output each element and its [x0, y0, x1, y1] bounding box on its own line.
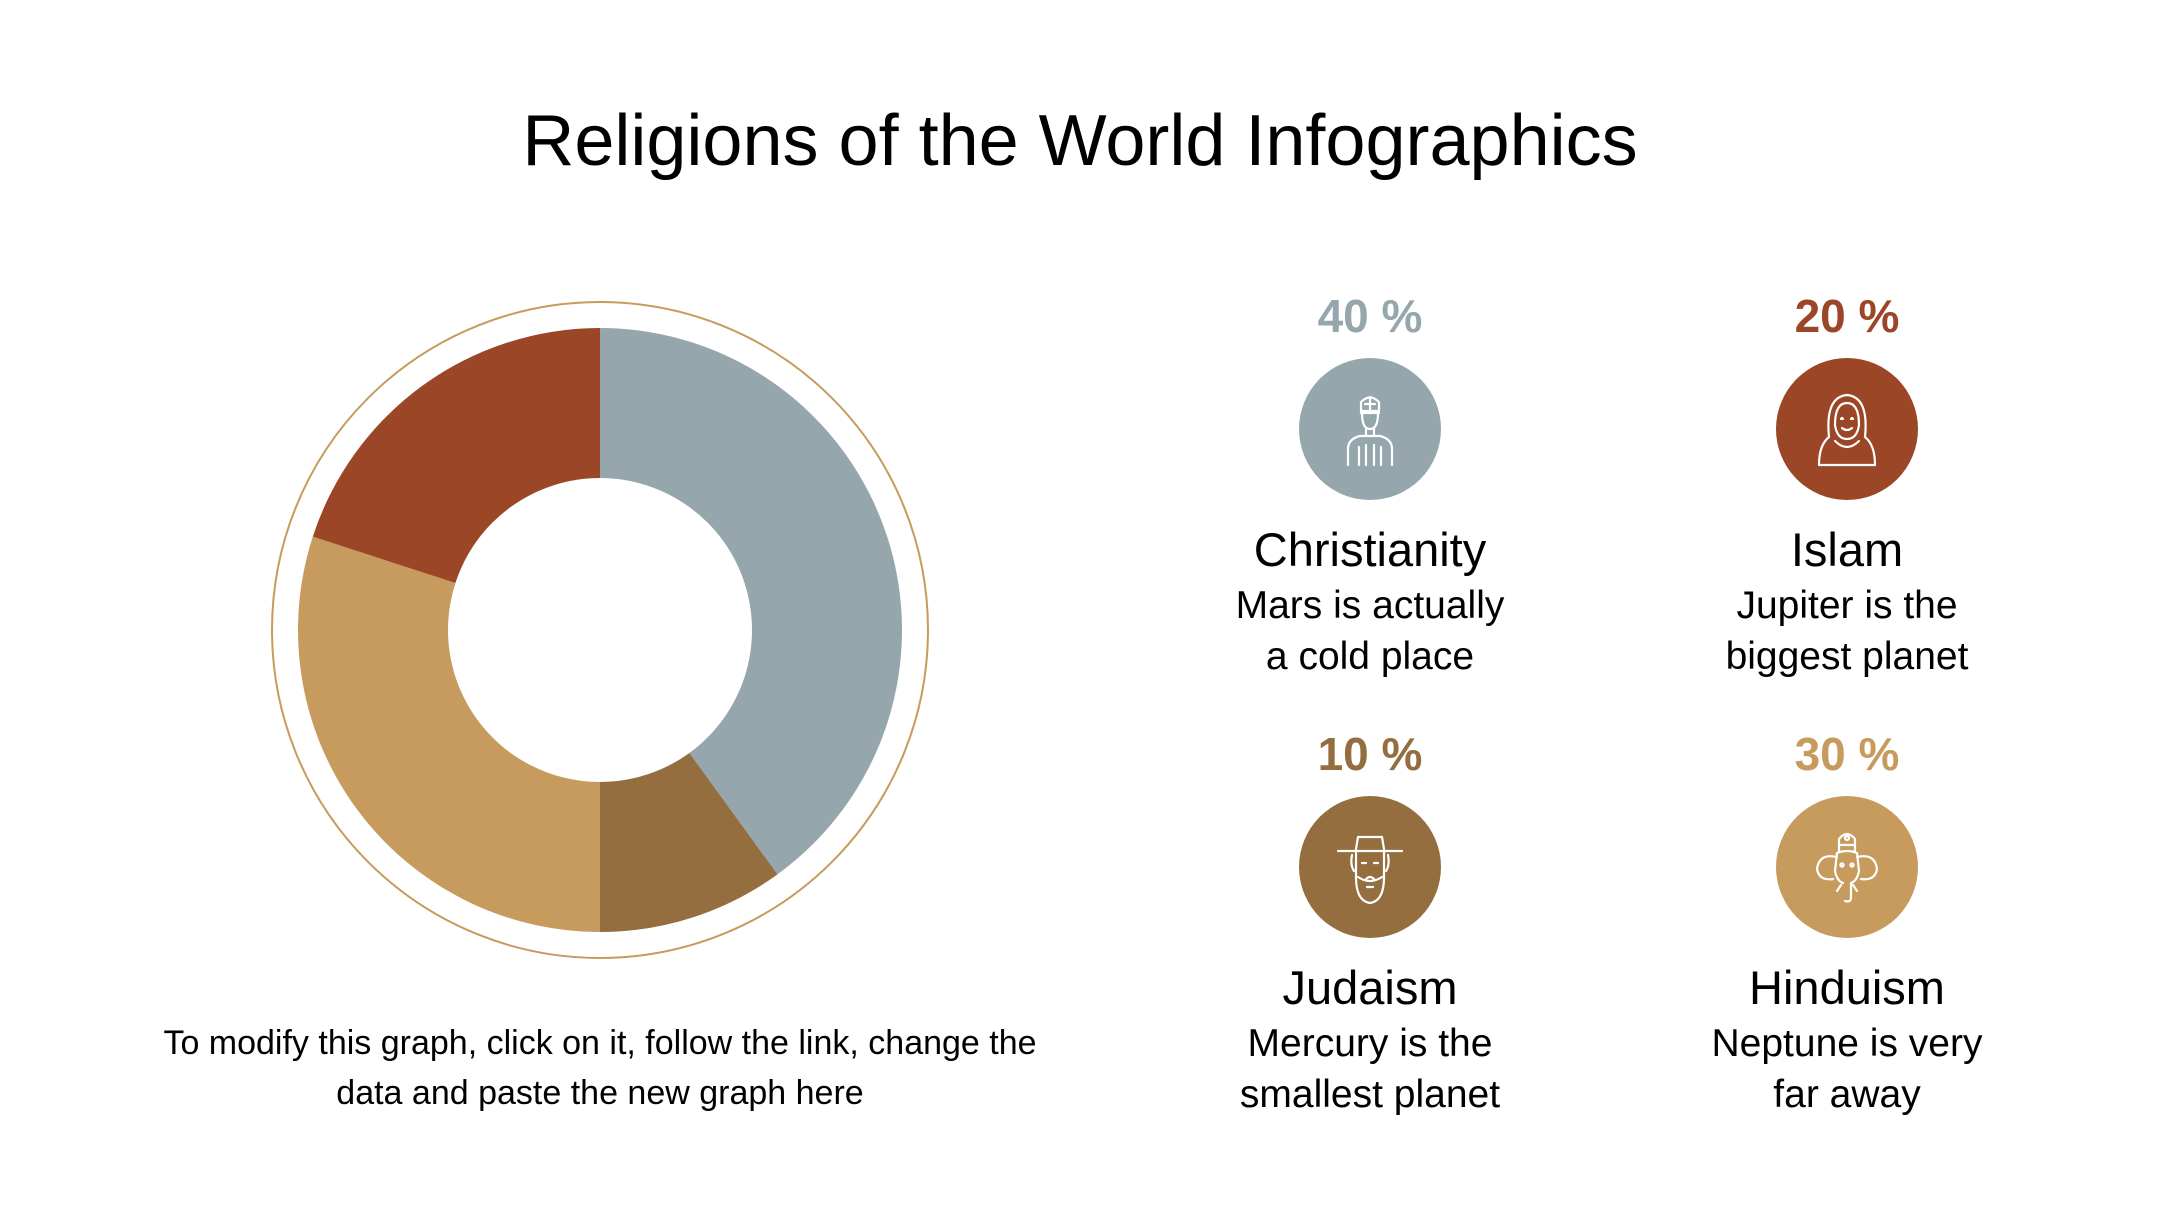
desc-line-2: a cold place — [1265, 635, 1475, 678]
percent-label-islam: 20 % — [1794, 290, 1900, 342]
percent-label-hinduism: 30 % — [1794, 728, 1900, 780]
donut-slice-judaism[interactable] — [600, 752, 778, 932]
religion-name-islam: Islam — [1790, 523, 1904, 576]
chart-caption-line-1: To modify this graph, click on it, follo… — [163, 1024, 1037, 1062]
donut-chart[interactable] — [260, 290, 940, 970]
badge-christianity — [1299, 358, 1441, 500]
donut-slices — [298, 328, 902, 932]
desc-line-1: Jupiter is the — [1736, 584, 1958, 627]
rabbi-icon — [1336, 835, 1404, 905]
donut-slice-hinduism[interactable] — [298, 536, 600, 932]
legend-item-hinduism: 30 % Hinduism Neptune is very far away — [1637, 726, 2057, 1120]
legend-item-christianity: 40 % Christianity Mars is actually a col… — [1160, 288, 1580, 682]
donut-slice-christianity[interactable] — [600, 328, 902, 875]
religion-desc-judaism: Mercury is the smallest planet — [1160, 1018, 1580, 1120]
religion-desc-christianity: Mars is actually a cold place — [1160, 580, 1580, 682]
chart-caption: To modify this graph, click on it, follo… — [100, 1018, 1100, 1118]
percent-label-judaism: 10 % — [1317, 728, 1423, 780]
legend-item-judaism: 10 % Judaism Mercury is the smallest pla… — [1160, 726, 1580, 1120]
percent-label-christianity: 40 % — [1317, 290, 1423, 342]
badge-hinduism — [1776, 796, 1918, 938]
desc-line-1: Mercury is the — [1247, 1022, 1493, 1065]
religion-name-christianity: Christianity — [1253, 523, 1487, 576]
religion-name-judaism: Judaism — [1282, 961, 1458, 1014]
page-title: Religions of the World Infographics — [522, 101, 1638, 181]
chart-outer-ring — [271, 301, 929, 959]
desc-line-2: far away — [1773, 1073, 1921, 1116]
desc-line-1: Mars is actually — [1235, 584, 1505, 627]
legend-item-islam: 20 % Islam Jupiter is the biggest planet — [1637, 288, 2057, 682]
priest-icon — [1346, 395, 1394, 467]
badge-islam — [1776, 358, 1918, 500]
religion-desc-islam: Jupiter is the biggest planet — [1637, 580, 2057, 682]
desc-line-1: Neptune is very — [1711, 1022, 1983, 1065]
badge-judaism — [1299, 796, 1441, 938]
desc-line-2: smallest planet — [1239, 1073, 1501, 1116]
ganesha-icon — [1815, 832, 1879, 903]
desc-line-2: biggest planet — [1725, 635, 1969, 678]
donut-slice-islam[interactable] — [312, 328, 600, 584]
religion-desc-hinduism: Neptune is very far away — [1637, 1018, 2057, 1120]
hijab-woman-icon — [1817, 393, 1877, 467]
chart-caption-line-2: data and paste the new graph here — [336, 1074, 864, 1112]
religion-name-hinduism: Hinduism — [1749, 961, 1945, 1014]
